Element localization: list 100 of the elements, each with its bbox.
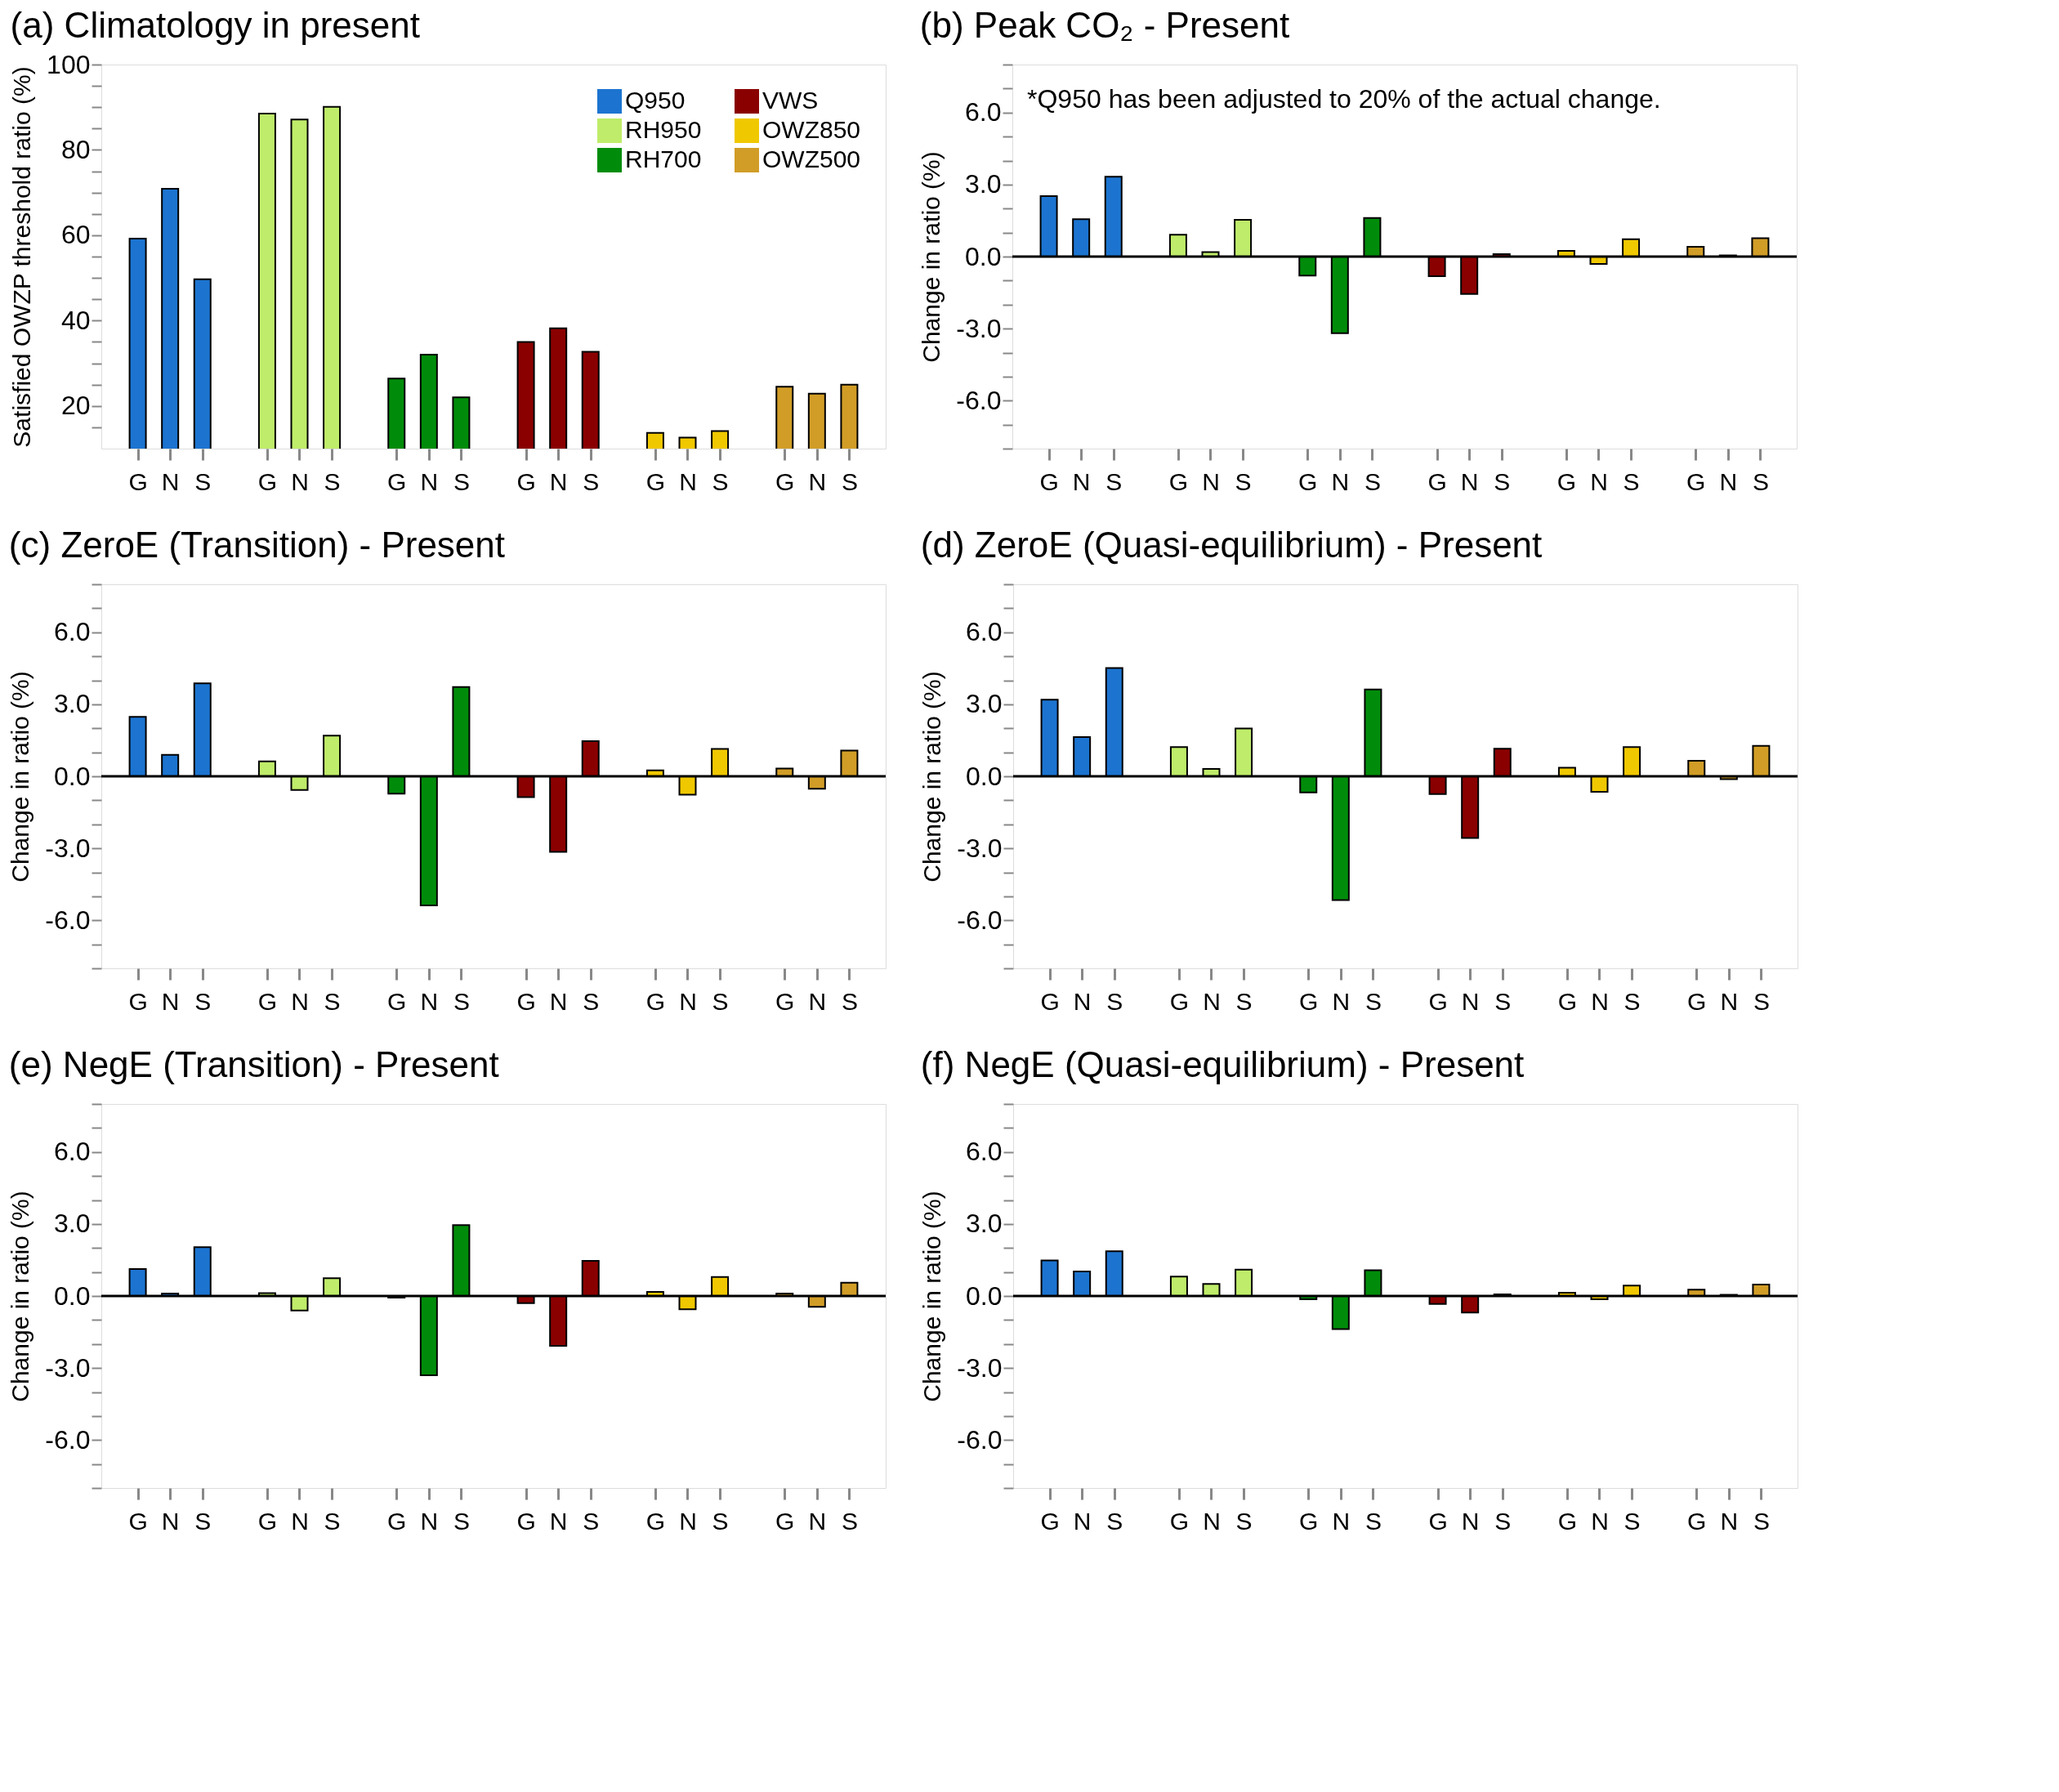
- y-tick-label: 0.0: [965, 241, 1002, 271]
- y-tick-label: 60: [60, 220, 91, 250]
- x-tick-label: N: [1591, 987, 1609, 1015]
- x-tick-label: N: [420, 987, 439, 1015]
- x-tick-label: N: [1590, 467, 1608, 495]
- y-tick-label: -6.0: [956, 385, 1002, 415]
- x-tick-label: N: [1461, 1507, 1480, 1535]
- y-tick-label: -3.0: [956, 313, 1002, 343]
- x-tick-label: S: [1494, 1507, 1512, 1535]
- x-tick-label: S: [453, 1507, 470, 1535]
- x-tick-label: N: [1332, 1507, 1351, 1535]
- y-tick-label: 100: [47, 49, 91, 79]
- x-tick-label: G: [1299, 1507, 1319, 1535]
- x-tick-label: N: [161, 987, 180, 1015]
- x-tick-label: N: [808, 987, 827, 1015]
- x-tick-label: S: [583, 987, 600, 1015]
- x-tick-label: N: [679, 987, 697, 1015]
- legend-label: OWZ850: [762, 116, 861, 143]
- x-tick-label: S: [194, 467, 212, 495]
- x-tick-label: G: [516, 467, 536, 495]
- y-axis-title: Change in ratio (%): [7, 1191, 34, 1402]
- x-tick-label: S: [1364, 467, 1381, 495]
- chart-title: (a) Climatology in present: [10, 5, 420, 45]
- y-axis-title: Satisfied OWZP threshold ratio (%): [8, 66, 36, 448]
- x-tick-label: G: [1687, 1507, 1707, 1535]
- x-tick-label: S: [1494, 987, 1512, 1015]
- x-tick-label: N: [1719, 467, 1738, 495]
- legend-label: OWZ500: [762, 145, 861, 172]
- y-tick-label: -6.0: [957, 905, 1003, 935]
- x-tick-label: N: [420, 467, 439, 495]
- x-tick-label: N: [1203, 1507, 1221, 1535]
- x-tick-label: N: [1460, 467, 1479, 495]
- legend-label: Q950: [625, 87, 686, 114]
- x-tick-label: N: [291, 1507, 309, 1535]
- x-tick-label: N: [420, 1507, 439, 1535]
- y-axis-title: Change in ratio (%): [918, 671, 946, 883]
- x-tick-label: N: [549, 467, 568, 495]
- x-tick-label: N: [161, 467, 180, 495]
- y-tick-label: -6.0: [45, 1424, 91, 1455]
- x-tick-label: S: [1364, 987, 1382, 1015]
- x-tick-label: S: [1364, 1507, 1382, 1535]
- x-tick-label: G: [1557, 1507, 1578, 1535]
- x-tick-label: G: [1169, 987, 1190, 1015]
- x-tick-label: G: [387, 987, 407, 1015]
- x-tick-label: S: [453, 467, 470, 495]
- x-tick-label: N: [1461, 987, 1480, 1015]
- y-tick-label: 6.0: [966, 1137, 1003, 1167]
- x-tick-label: S: [324, 1507, 341, 1535]
- chart-title: (c) ZeroE (Transition) - Present: [8, 525, 506, 565]
- x-tick-label: S: [841, 467, 858, 495]
- x-tick-label: G: [775, 467, 795, 495]
- x-tick-label: S: [1106, 1507, 1123, 1535]
- y-tick-label: -6.0: [957, 1424, 1003, 1455]
- y-tick-label: 20: [60, 391, 91, 421]
- x-tick-label: S: [712, 1507, 729, 1535]
- x-tick-label: N: [679, 467, 697, 495]
- x-tick-label: G: [1039, 467, 1059, 495]
- x-tick-label: G: [1298, 467, 1318, 495]
- x-tick-label: S: [1105, 467, 1123, 495]
- y-axis-title: Change in ratio (%): [918, 151, 945, 363]
- x-tick-label: S: [712, 467, 729, 495]
- x-tick-label: G: [1687, 987, 1707, 1015]
- x-tick-label: S: [1624, 987, 1641, 1015]
- x-tick-label: G: [128, 467, 148, 495]
- x-tick-label: G: [1686, 467, 1706, 495]
- x-tick-label: N: [549, 1507, 568, 1535]
- x-tick-label: N: [161, 1507, 180, 1535]
- x-tick-label: G: [1428, 987, 1448, 1015]
- x-tick-label: S: [1753, 987, 1770, 1015]
- y-tick-label: 3.0: [966, 689, 1003, 719]
- y-tick-label: 40: [60, 305, 91, 335]
- x-tick-label: N: [291, 467, 309, 495]
- x-tick-label: G: [1427, 467, 1447, 495]
- x-tick-label: S: [1235, 1507, 1253, 1535]
- x-tick-label: G: [128, 987, 148, 1015]
- x-tick-label: G: [257, 467, 278, 495]
- y-axis-title: Change in ratio (%): [918, 1191, 946, 1402]
- y-tick-label: 3.0: [54, 1209, 91, 1239]
- x-tick-label: G: [257, 1507, 278, 1535]
- x-tick-label: G: [775, 987, 795, 1015]
- legend-label: RH950: [625, 116, 702, 143]
- x-tick-label: S: [1624, 1507, 1641, 1535]
- y-tick-label: -3.0: [45, 1352, 91, 1383]
- x-tick-label: G: [128, 1507, 148, 1535]
- x-tick-label: N: [1072, 467, 1091, 495]
- x-tick-label: N: [1720, 987, 1739, 1015]
- x-tick-label: S: [583, 467, 600, 495]
- x-tick-label: S: [194, 1507, 212, 1535]
- y-tick-label: 6.0: [54, 1137, 91, 1167]
- y-tick-label: 3.0: [54, 689, 91, 719]
- y-tick-label: 6.0: [965, 97, 1002, 127]
- x-tick-label: N: [1202, 467, 1220, 495]
- x-tick-label: S: [841, 1507, 858, 1535]
- x-tick-label: S: [453, 987, 470, 1015]
- x-tick-label: S: [194, 987, 212, 1015]
- x-tick-label: S: [324, 467, 341, 495]
- chart-title: (d) ZeroE (Quasi-equilibrium) - Present: [920, 525, 1543, 565]
- y-tick-label: 3.0: [966, 1209, 1003, 1239]
- x-tick-label: S: [712, 987, 729, 1015]
- chart-title: (b) Peak CO₂ - Present: [919, 5, 1290, 45]
